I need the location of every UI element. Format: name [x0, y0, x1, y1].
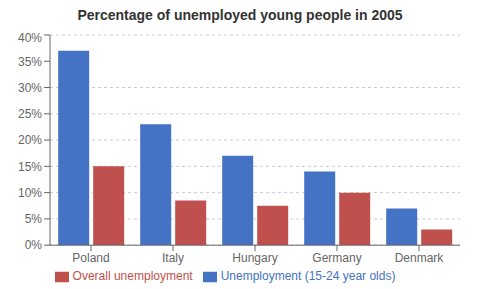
svg-text:Denmark: Denmark [395, 251, 445, 265]
svg-text:Hungary: Hungary [232, 251, 277, 265]
svg-text:5%: 5% [25, 212, 43, 226]
svg-text:15%: 15% [18, 160, 42, 174]
svg-text:40%: 40% [18, 31, 42, 45]
html-text:Percentage of unemployed young: Percentage of unemployed young people in… [77, 7, 403, 23]
html-text:Overall unemployment: Overall unemployment [72, 269, 193, 284]
svg-text:Italy: Italy [162, 251, 184, 265]
svg-text:0%: 0% [25, 238, 43, 252]
svg-text:25%: 25% [18, 107, 42, 121]
svg-text:35%: 35% [18, 55, 42, 69]
svg-text:30%: 30% [18, 81, 42, 95]
svg-text:10%: 10% [18, 186, 42, 200]
svg-text:20%: 20% [18, 133, 42, 147]
svg-text:Germany: Germany [312, 251, 361, 265]
svg-text:Poland: Poland [72, 251, 109, 265]
html-text:Unemployment (15-24 year olds): Unemployment (15-24 year olds) [220, 269, 396, 284]
